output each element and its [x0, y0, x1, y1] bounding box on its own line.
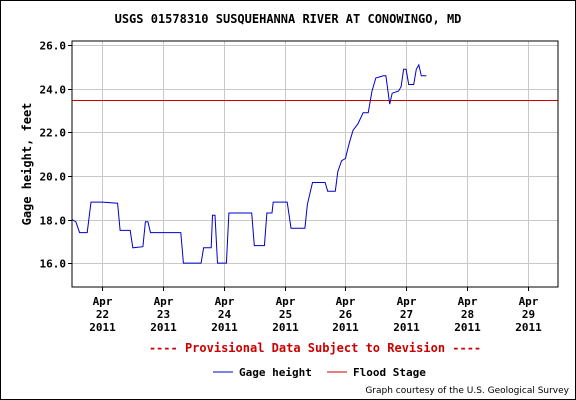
x-tick-label: 24	[218, 308, 232, 321]
x-tick-label: Apr	[519, 295, 539, 308]
x-tick-label: 2011	[150, 321, 177, 334]
x-tick-label: 2011	[332, 321, 359, 334]
x-tick-label: 25	[279, 308, 292, 321]
x-tick-label: Apr	[154, 295, 174, 308]
x-tick-label: Apr	[215, 295, 235, 308]
x-tick-label: Apr	[93, 295, 113, 308]
plot-area	[71, 40, 559, 288]
x-tick-label: 2011	[515, 321, 542, 334]
y-tick-label: 16.0	[40, 258, 67, 271]
x-tick-label: Apr	[458, 295, 478, 308]
x-axis: Apr222011Apr232011Apr242011Apr252011Apr2…	[89, 287, 542, 334]
legend-label-gage-height: Gage height	[239, 366, 312, 379]
provisional-data-note: ---- Provisional Data Subject to Revisio…	[149, 341, 481, 355]
gage-height-series-line	[71, 63, 427, 264]
grid-lines	[72, 41, 558, 287]
graph-credit: Graph courtesy of the U.S. Geological Su…	[365, 386, 569, 396]
x-tick-label: Apr	[276, 295, 296, 308]
x-tick-label: Apr	[397, 295, 417, 308]
y-axis: 16.0 18.0 20.0 22.0 24.0 26.0	[40, 40, 72, 271]
x-tick-label: 2011	[211, 321, 238, 334]
x-tick-label: 2011	[89, 321, 116, 334]
chart-title: USGS 01578310 SUSQUEHANNA RIVER AT CONOW…	[115, 12, 462, 26]
x-tick-label: 27	[400, 308, 413, 321]
x-tick-label: Apr	[336, 295, 356, 308]
x-tick-label: 2011	[393, 321, 420, 334]
legend-label-flood-stage: Flood Stage	[353, 366, 426, 379]
legend: Gage height Flood Stage	[213, 366, 426, 379]
x-tick-label: 29	[522, 308, 535, 321]
y-tick-label: 18.0	[40, 215, 67, 228]
x-tick-label: 28	[461, 308, 474, 321]
y-tick-label: 24.0	[40, 84, 67, 97]
y-tick-label: 20.0	[40, 171, 67, 184]
x-tick-label: 22	[96, 308, 109, 321]
plot-border	[71, 40, 559, 288]
x-tick-label: 2011	[272, 321, 299, 334]
x-tick-label: 2011	[454, 321, 481, 334]
x-tick-label: 23	[157, 308, 170, 321]
y-tick-label: 26.0	[40, 40, 67, 53]
y-axis-label: Gage height, feet	[20, 103, 34, 226]
x-tick-label: 26	[339, 308, 353, 321]
y-tick-label: 22.0	[40, 127, 67, 140]
